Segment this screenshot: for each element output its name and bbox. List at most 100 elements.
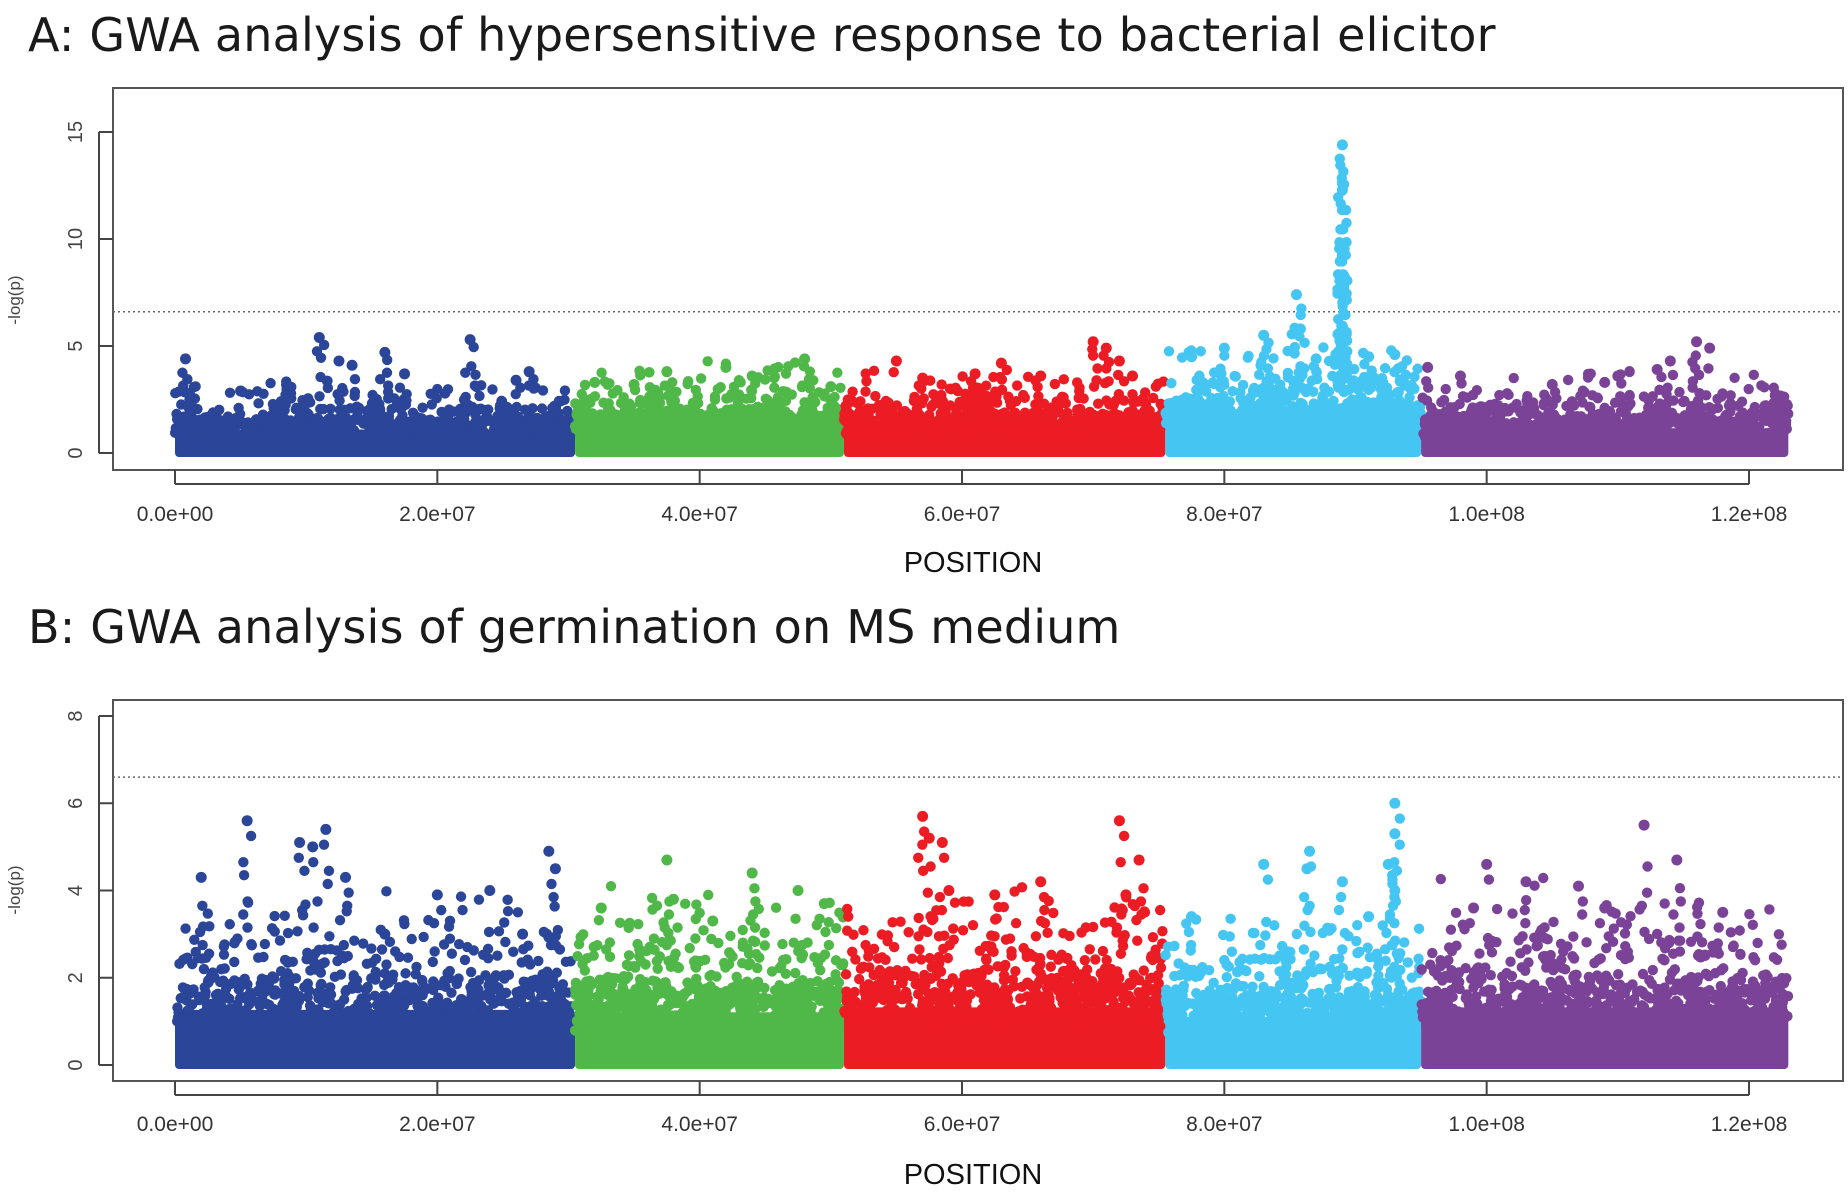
data-point (489, 423, 501, 434)
x-tick-label: 4.0e+07 (661, 503, 738, 526)
data-point (468, 945, 479, 956)
data-point (731, 971, 742, 983)
data-point (516, 957, 527, 968)
peak-point (195, 871, 207, 883)
data-point (601, 944, 612, 955)
data-point (672, 922, 683, 933)
data-point (183, 1004, 194, 1016)
data-point (293, 852, 304, 863)
data-point (213, 404, 225, 416)
data-point (280, 399, 291, 411)
data-point (410, 411, 421, 422)
data-point (445, 1003, 457, 1015)
data-point (266, 923, 278, 934)
x-tick-label: 4.0e+07 (661, 1113, 738, 1136)
data-point (342, 900, 353, 911)
data-point (236, 1015, 247, 1026)
data-point (264, 999, 275, 1011)
data-point (201, 1003, 213, 1014)
data-point (370, 953, 382, 964)
data-point (790, 1003, 802, 1014)
data-point (758, 992, 770, 1003)
data-point (500, 936, 511, 948)
data-point (544, 989, 556, 1000)
data-point (319, 944, 330, 955)
data-point (394, 382, 406, 393)
peak-point (595, 902, 607, 914)
data-point (361, 958, 373, 969)
data-point (199, 426, 211, 438)
peak-point (340, 871, 352, 883)
data-point (502, 906, 514, 917)
data-point (529, 996, 540, 1007)
data-point (548, 402, 560, 414)
data-point (388, 991, 400, 1002)
data-point (438, 939, 450, 950)
data-point (474, 390, 485, 402)
data-point (478, 1004, 489, 1016)
data-point (192, 952, 204, 964)
data-point (224, 919, 235, 930)
data-point (266, 412, 278, 423)
data-point (455, 891, 467, 902)
data-point (459, 954, 471, 966)
data-point (732, 1014, 743, 1025)
peak-point (235, 385, 247, 397)
data-point (334, 395, 345, 406)
data-point (783, 993, 794, 1005)
data-point (539, 431, 550, 442)
data-point (446, 987, 457, 999)
data-point (606, 989, 617, 1000)
peak-point (818, 898, 830, 910)
series-3 (839, 810, 1171, 1069)
data-point (549, 1017, 560, 1028)
data-point (455, 415, 467, 426)
x-axis-title: POSITION (904, 547, 1043, 579)
data-point (687, 1017, 698, 1028)
data-point (679, 988, 691, 999)
x-tick-label: 0.0e+00 (137, 503, 214, 526)
data-point (315, 371, 326, 383)
data-point (294, 429, 306, 440)
data-point (414, 429, 426, 441)
data-point (635, 979, 646, 990)
data-point (507, 429, 518, 440)
data-point (366, 973, 377, 984)
data-point (554, 944, 566, 955)
data-point (312, 412, 324, 424)
data-point (422, 1008, 434, 1019)
data-point (523, 940, 534, 951)
data-point (175, 417, 186, 429)
data-point (361, 1019, 373, 1030)
data-point (300, 421, 311, 433)
data-point (367, 389, 378, 401)
data-point (467, 977, 479, 989)
data-point (406, 933, 417, 945)
data-point (197, 939, 208, 951)
data-point (453, 1021, 464, 1032)
data-point (293, 412, 305, 423)
data-point (609, 1019, 620, 1030)
data-point (623, 950, 635, 961)
data-point (510, 388, 521, 400)
data-point (282, 957, 293, 968)
data-point (242, 896, 253, 907)
plot-frame (112, 87, 1844, 471)
data-point (446, 948, 458, 959)
x-tick-label: 6.0e+07 (924, 503, 1001, 526)
y-tick-label: 0 (65, 447, 87, 458)
data-point (630, 962, 641, 973)
data-point (642, 990, 654, 1001)
data-point (491, 996, 502, 1007)
data-point (323, 865, 335, 877)
data-point (533, 1015, 544, 1027)
data-point (271, 1023, 283, 1035)
data-point (508, 946, 519, 957)
data-point (823, 939, 835, 951)
data-point (502, 894, 513, 906)
data-point (698, 925, 709, 936)
series-1 (169, 331, 581, 457)
data-point (814, 913, 825, 925)
data-point (381, 959, 392, 970)
